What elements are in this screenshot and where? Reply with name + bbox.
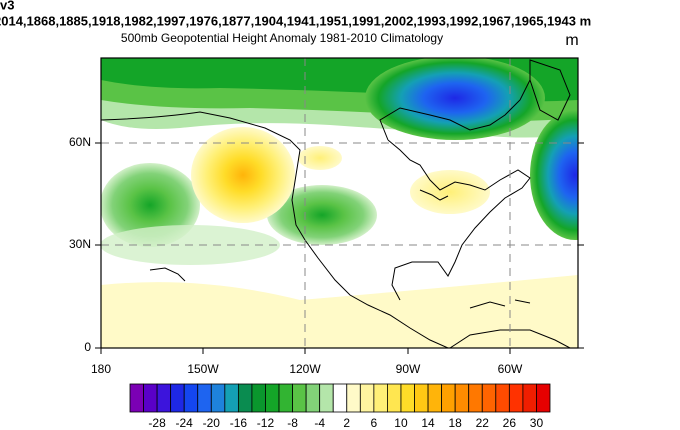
title-line-1: v3 [0, 0, 14, 12]
colorbar-box [251, 383, 266, 413]
colorbar-box [508, 383, 524, 413]
colorbar-label: -16 [230, 416, 248, 430]
colorbar-box [346, 383, 361, 413]
colorbar-box [265, 383, 280, 413]
lat-label: 0 [84, 340, 91, 354]
lon-label: 180 [91, 362, 111, 376]
lon-label: 150W [187, 362, 219, 376]
colorbar-box [387, 383, 402, 413]
colorbar-label: -28 [148, 416, 166, 430]
colorbar-box [129, 383, 144, 413]
colorbar-box [170, 383, 185, 413]
colorbar-box [305, 383, 321, 413]
colorbar-label: 18 [448, 416, 462, 430]
colorbar-label: 14 [421, 416, 435, 430]
colorbar-label: -12 [257, 416, 275, 430]
anomaly-field [101, 58, 578, 348]
lat-label: 30N [69, 237, 91, 251]
colorbar-box [468, 383, 483, 413]
colorbar-box [237, 383, 253, 413]
colorbar-box [292, 383, 307, 413]
colorbar-box [427, 383, 443, 413]
units-label: m [565, 32, 578, 49]
colorbar-label: -24 [176, 416, 194, 430]
colorbar-label: 6 [371, 416, 378, 430]
colorbar-box [536, 383, 551, 413]
colorbar-box [332, 383, 348, 413]
colorbar-box [278, 383, 293, 413]
colorbar-box [143, 383, 158, 413]
colorbar-label: 10 [394, 416, 408, 430]
colorbar-label: -20 [203, 416, 221, 430]
colorbar-box [197, 383, 212, 413]
colorbar-label: 30 [530, 416, 544, 430]
colorbar-box [495, 383, 510, 413]
lon-label: 120W [289, 362, 321, 376]
colorbar-box [414, 383, 429, 413]
colorbar-box [400, 383, 415, 413]
colorbar-box [522, 383, 537, 413]
colorbar: -28 -24 -20 -16 -12 -8 -4 2 6 10 14 18 22 26 30 [129, 383, 551, 430]
lon-label: 60W [498, 362, 523, 376]
colorbar-label: 22 [476, 416, 490, 430]
map-frame [100, 57, 579, 349]
subtitle: 500mb Geopotential Height Anomaly 1981-2… [121, 31, 443, 45]
colorbar-box [319, 383, 334, 413]
colorbar-box [481, 383, 497, 413]
colorbar-box [359, 383, 375, 413]
title-line-2: 2014,1868,1885,1918,1982,1997,1976,1877,… [0, 13, 591, 28]
colorbar-box [454, 383, 470, 413]
colorbar-box [210, 383, 226, 413]
lon-label: 90W [396, 362, 421, 376]
lat-label: 60N [69, 135, 91, 149]
colorbar-box [441, 383, 456, 413]
colorbar-box [373, 383, 388, 413]
colorbar-label: 2 [343, 416, 350, 430]
colorbar-label: 26 [503, 416, 517, 430]
colorbar-box [183, 383, 199, 413]
colorbar-box [224, 383, 239, 413]
colorbar-box [156, 383, 172, 413]
colorbar-label: -4 [314, 416, 325, 430]
colorbar-label: -8 [287, 416, 298, 430]
